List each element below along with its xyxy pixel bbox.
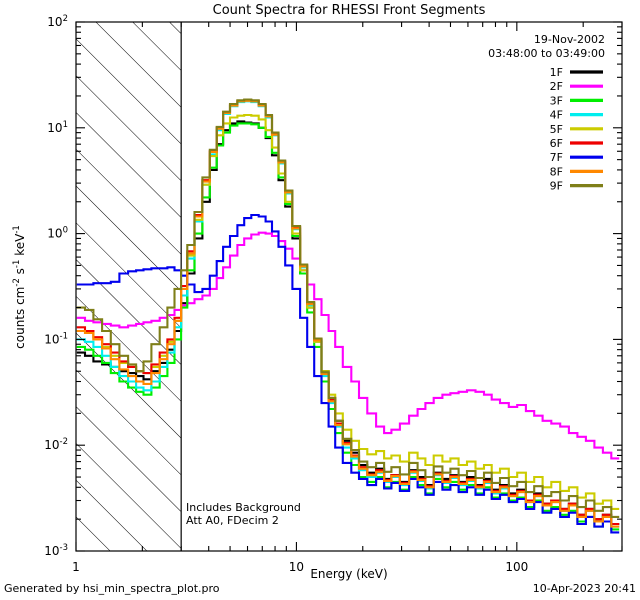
y-label-p0: counts cm — [13, 287, 27, 349]
y-axis-label: counts cm-2 s-1 keV-1 — [12, 225, 27, 349]
y-label-p5: -1 — [12, 225, 22, 233]
series-line-6f — [76, 98, 620, 526]
annotation-att-fdecim: Att A0, FDecim 2 — [186, 514, 279, 527]
y-tick-label: 102 — [47, 14, 68, 29]
x-axis-label: Energy (keV) — [310, 567, 387, 581]
plot-frame — [75, 21, 623, 552]
footer-right: 10-Apr-2023 20:41 — [533, 582, 636, 595]
legend-label-3f: 3F — [550, 94, 563, 107]
annotation-date: 19-Nov-2002 — [534, 33, 605, 46]
y-label-p1: -2 — [12, 278, 22, 286]
x-tick-label: 1 — [72, 560, 80, 574]
series-line-9f — [76, 98, 620, 518]
svg-text:counts cm-2 s-1 keV-1: counts cm-2 s-1 keV-1 — [12, 225, 27, 349]
legend-label-1f: 1F — [550, 66, 563, 79]
series-layer — [76, 22, 620, 551]
series-line-8f — [76, 99, 620, 528]
x-tick-label: 100 — [505, 560, 528, 574]
y-tick-label: 10-3 — [44, 543, 68, 558]
y-label-p4: keV — [13, 233, 27, 260]
series-line-2f — [76, 231, 620, 460]
footer-left: Generated by hsi_min_spectra_plot.pro — [4, 582, 220, 595]
annotation-time-range: 03:48:00 to 03:49:00 — [488, 47, 605, 60]
y-label-p3: -1 — [12, 260, 22, 268]
page-title: Count Spectra for RHESSI Front Segments — [213, 3, 486, 18]
legend-label-5f: 5F — [550, 123, 563, 136]
series-line-5f — [76, 113, 620, 510]
axis-ticks — [75, 21, 623, 552]
legend-label-6f: 6F — [550, 137, 563, 150]
x-tick-label: 10 — [289, 560, 304, 574]
legend-label-9f: 9F — [550, 180, 563, 193]
y-tick-label: 10-2 — [44, 437, 68, 452]
y-tick-label: 101 — [47, 120, 68, 135]
legend-label-8f: 8F — [550, 165, 563, 178]
axis-tick-labels: 1 10 100 102 101 100 10-1 10-2 10-3 — [44, 14, 528, 574]
y-tick-label: 10-1 — [44, 331, 68, 346]
annotation-includes-background: Includes Background — [186, 501, 301, 514]
legend-label-2f: 2F — [550, 80, 563, 93]
legend-label-4f: 4F — [550, 109, 563, 122]
excluded-band-hatch — [76, 22, 182, 551]
y-label-p2: s — [13, 268, 27, 278]
legend-label-7f: 7F — [550, 151, 563, 164]
y-tick-label: 100 — [47, 226, 68, 241]
